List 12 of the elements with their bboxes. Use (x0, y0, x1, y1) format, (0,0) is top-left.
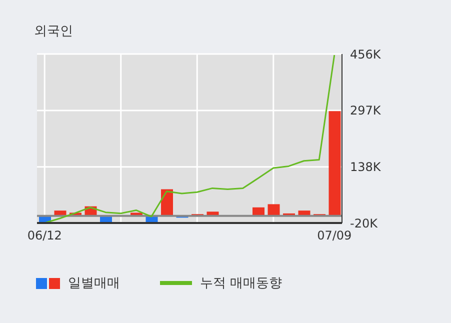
y-tick-label: 138K (350, 160, 382, 174)
x-tick-label: 07/09 (317, 228, 352, 243)
x-tick-label: 06/12 (27, 228, 62, 243)
y-tick-label: 456K (350, 47, 382, 62)
y-tick-label: -20K (350, 216, 379, 230)
chart-title: 외국인 (34, 23, 73, 40)
legend-label: 누적 매매동향 (200, 275, 282, 292)
bar (328, 111, 341, 216)
legend-label: 일별매매 (68, 275, 120, 292)
y-tick-label: 297K (350, 104, 382, 118)
line-series (44, 54, 336, 223)
bar (268, 204, 280, 216)
